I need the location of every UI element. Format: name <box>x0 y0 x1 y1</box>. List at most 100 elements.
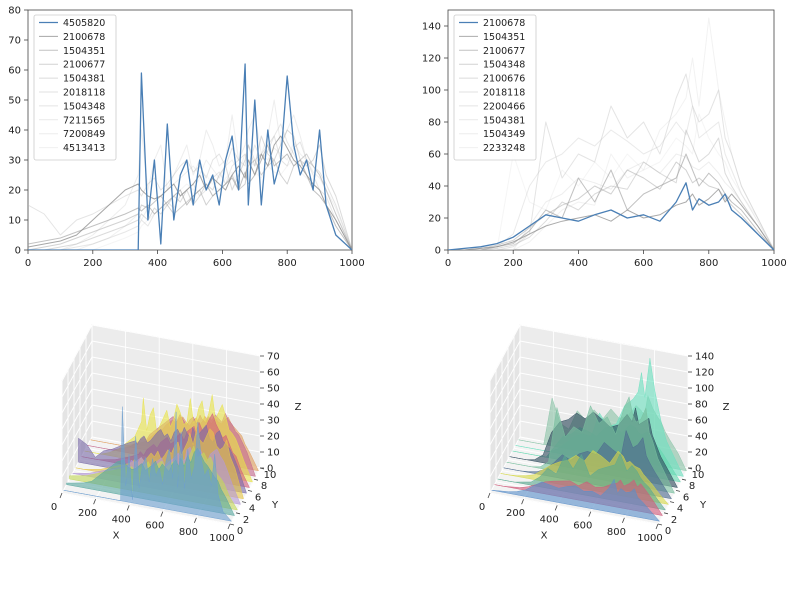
grid-line <box>519 372 689 405</box>
x-tick <box>194 517 197 523</box>
series-line-4505820 <box>28 63 352 250</box>
y-tick-label: 10 <box>692 470 705 481</box>
legend-label: 2100677 <box>63 60 105 71</box>
x-tick-label: 0 <box>51 502 57 513</box>
x-tick <box>93 499 96 505</box>
grid-line <box>61 388 93 446</box>
legend-label: 7200849 <box>63 129 105 140</box>
x-tick-label: 800 <box>278 258 297 269</box>
grid-line <box>489 420 521 478</box>
series-line-1504348 <box>448 161 774 250</box>
x-tick <box>227 523 231 530</box>
x-tick-label: 200 <box>504 258 523 269</box>
x-tick-label: 600 <box>145 521 164 532</box>
y-tick-label: 20 <box>428 214 441 225</box>
y-tick <box>663 512 669 515</box>
y-tick-label: 10 <box>8 216 21 227</box>
x-tick <box>588 511 592 517</box>
y-tick <box>247 490 253 492</box>
series-line-7200849 <box>28 141 352 250</box>
grid-line <box>489 492 659 525</box>
grid-line <box>61 372 93 430</box>
series-line-2018118 <box>448 73 774 250</box>
y-tick-label: 0 <box>237 526 243 537</box>
y-tick-label: 60 <box>8 66 21 77</box>
x-tick-label: 0 <box>445 258 451 269</box>
z-axis-label: Z <box>295 402 302 413</box>
area-y0 <box>63 406 233 522</box>
z-tick-label: 80 <box>695 400 708 411</box>
legend-label: 2200466 <box>483 101 525 112</box>
y-tick-label: 0 <box>15 246 21 257</box>
x-tick <box>554 505 558 511</box>
grid-line <box>91 340 261 373</box>
grid-line <box>489 324 521 382</box>
x-tick-label: 200 <box>506 508 525 519</box>
x-tick-label: 400 <box>540 514 559 525</box>
z-tick-label: 50 <box>267 384 280 395</box>
legend-label: 7211565 <box>63 115 105 126</box>
legend-label: 2018118 <box>63 88 105 99</box>
y-tick <box>235 512 241 515</box>
area-y0 <box>491 478 661 522</box>
x-tick-label: 0 <box>479 502 485 513</box>
legend-label: 2100678 <box>483 18 525 29</box>
x-tick <box>126 505 130 511</box>
series-line-1504381 <box>28 129 352 250</box>
z-tick-label: 20 <box>267 432 280 443</box>
grid-line <box>489 340 521 398</box>
y-tick <box>669 501 675 503</box>
z-tick-label: 30 <box>267 416 280 427</box>
z-tick-label: 0 <box>695 464 701 475</box>
y-axis-label: Y <box>699 500 707 511</box>
y-tick-label: 80 <box>8 6 21 17</box>
line-chart-2: 0 200 400 600 800 1000 0 20 40 60 80 100 120 140 21006… <box>422 9 787 269</box>
z-tick-label: 70 <box>267 352 280 363</box>
z-tick-label: 40 <box>695 432 708 443</box>
grid-line <box>519 324 689 357</box>
y-tick <box>229 523 235 526</box>
z-tick-label: 10 <box>267 448 280 459</box>
legend-label: 1504381 <box>483 115 525 126</box>
legend-label: 4505820 <box>63 18 105 29</box>
z-tick-label: 60 <box>267 368 280 379</box>
grid-line <box>489 436 521 494</box>
y-tick-label: 40 <box>428 182 441 193</box>
legend-label: 2018118 <box>483 88 525 99</box>
y-tick <box>241 501 247 503</box>
x-tick-label: 400 <box>112 514 131 525</box>
x-tick-label: 0 <box>25 258 31 269</box>
z-axis-label: Z <box>723 402 730 413</box>
area-series <box>63 394 259 522</box>
series-line-2100676 <box>448 129 774 250</box>
x-tick-label: 1000 <box>637 533 662 544</box>
y-axis-label: Y <box>271 500 279 511</box>
x-axis-label: X <box>113 531 120 542</box>
y-tick-label: 60 <box>428 150 441 161</box>
x-tick-label: 200 <box>83 258 102 269</box>
x-tick-label: 1000 <box>339 258 364 269</box>
series-line-1504349 <box>448 17 774 250</box>
grid-line <box>229 467 261 525</box>
z-tick-label: 60 <box>695 416 708 427</box>
z-tick-label: 20 <box>695 448 708 459</box>
series-line-7211565 <box>28 99 352 250</box>
legend: 4505820 2100678 1504351 2100677 1504381 20181… <box>33 14 117 161</box>
x-tick <box>655 523 659 530</box>
x-tick-label: 400 <box>148 258 167 269</box>
x-tick-label: 600 <box>573 521 592 532</box>
z-tick-label: 0 <box>267 464 273 475</box>
x-tick <box>622 517 625 523</box>
legend: 2100678 1504351 2100677 1504348 2100676 20181… <box>453 14 537 161</box>
grid-line <box>61 404 93 462</box>
grid-line <box>657 467 689 525</box>
x-tick-label: 600 <box>213 258 232 269</box>
legend-label: 1504348 <box>63 101 105 112</box>
legend-label: 4513413 <box>63 143 105 154</box>
y-tick-label: 30 <box>8 156 21 167</box>
y-tick-label: 6 <box>255 492 261 503</box>
y-tick-label: 4 <box>249 504 255 515</box>
